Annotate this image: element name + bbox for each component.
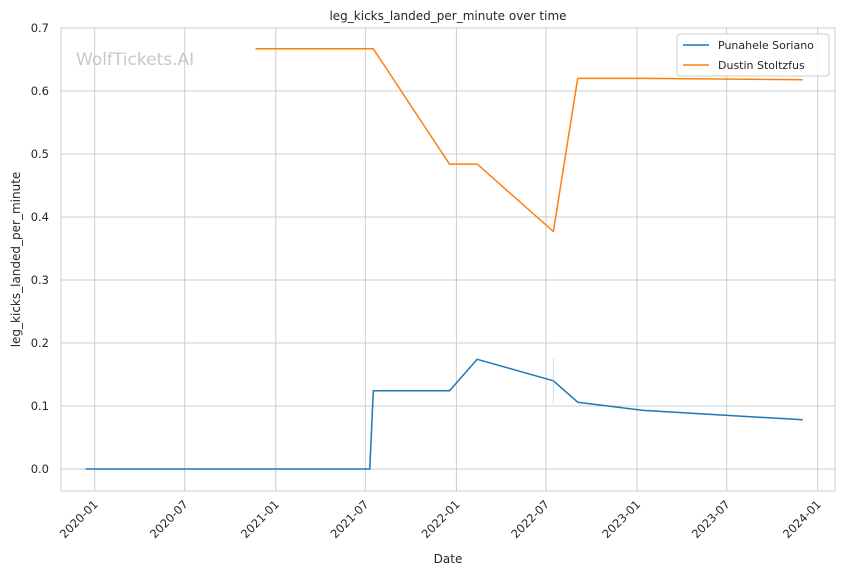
x-tick-label: 2022-01 xyxy=(419,497,463,541)
y-tick-label: 0.4 xyxy=(31,210,49,224)
y-tick-labels: 0.0 0.1 0.2 0.3 0.4 0.5 0.6 0.7 xyxy=(31,21,49,476)
series-line-dustin-stoltzfus xyxy=(255,48,803,233)
y-tick-label: 0.6 xyxy=(31,84,49,98)
chart-title: leg_kicks_landed_per_minute over time xyxy=(329,9,566,23)
x-tick-label: 2022-07 xyxy=(508,497,552,541)
x-tick-label: 2020-01 xyxy=(57,497,101,541)
x-tick-label: 2024-01 xyxy=(780,497,824,541)
x-tick-labels: 2020-01 2020-07 2021-01 2021-07 2022-01 2022-… xyxy=(57,497,824,541)
legend-label-punahele-soriano: Punahele Soriano xyxy=(718,39,814,52)
y-tick-label: 0.3 xyxy=(31,273,49,287)
y-axis-title: leg_kicks_landed_per_minute xyxy=(9,172,23,348)
x-tick-label: 2023-01 xyxy=(599,497,643,541)
x-tick-label: 2021-07 xyxy=(328,497,372,541)
legend-box xyxy=(676,33,830,77)
y-tick-label: 0.0 xyxy=(31,462,49,476)
y-tick-label: 0.2 xyxy=(31,336,49,350)
y-tick-label: 0.1 xyxy=(31,399,49,413)
y-tick-label: 0.5 xyxy=(31,147,49,161)
grid xyxy=(61,27,835,491)
series-lines xyxy=(85,48,803,470)
x-tick-label: 2021-01 xyxy=(238,497,282,541)
series-line-punahele-soriano xyxy=(85,358,803,470)
x-axis-title: Date xyxy=(434,552,463,566)
watermark-text: WolfTickets.AI xyxy=(76,50,194,70)
x-tick-label: 2020-07 xyxy=(147,497,191,541)
x-tick-label: 2023-07 xyxy=(689,497,733,541)
legend-label-dustin-stoltzfus: Dustin Stoltzfus xyxy=(718,59,805,72)
y-tick-label: 0.7 xyxy=(31,21,49,35)
legend: Punahele Soriano Dustin Stoltzfus xyxy=(676,33,830,77)
plot-frame xyxy=(60,27,836,492)
plot-border xyxy=(60,27,836,492)
